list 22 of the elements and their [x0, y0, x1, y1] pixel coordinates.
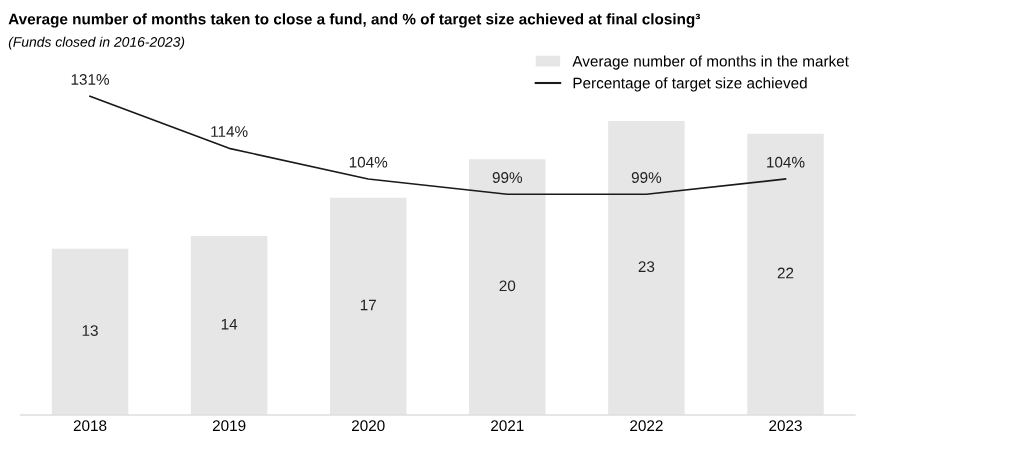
data-label: 114% [211, 126, 248, 137]
data-label: 13 [82, 325, 98, 336]
data-label: 99% [492, 172, 523, 183]
data-label: 22 [777, 267, 794, 279]
chart-title: Average number of months taken to close a fund, and % of target size achieved at final closing³ [8, 13, 701, 28]
data-label: 131% [71, 74, 110, 85]
data-label: 104% [767, 156, 805, 168]
data-label: 99% [631, 172, 662, 183]
x-tick-label: 2018 [73, 420, 107, 432]
legend-label: Percentage of target size achieved [573, 77, 807, 92]
data-label: 104% [349, 156, 388, 168]
x-tick-label: 2023 [769, 420, 802, 432]
data-label: 17 [360, 299, 376, 311]
data-label: 20 [499, 280, 516, 292]
legend-label: Average number of months in the market [572, 55, 849, 70]
x-tick-label: 2021 [491, 420, 524, 432]
chart-subtitle: (Funds closed in 2016-2023) [8, 36, 185, 50]
x-tick-label: 2020 [351, 420, 385, 432]
x-tick-label: 2019 [212, 420, 246, 432]
data-label: 23 [638, 261, 655, 273]
x-tick-label: 2022 [630, 420, 663, 432]
data-label: 14 [221, 318, 238, 330]
